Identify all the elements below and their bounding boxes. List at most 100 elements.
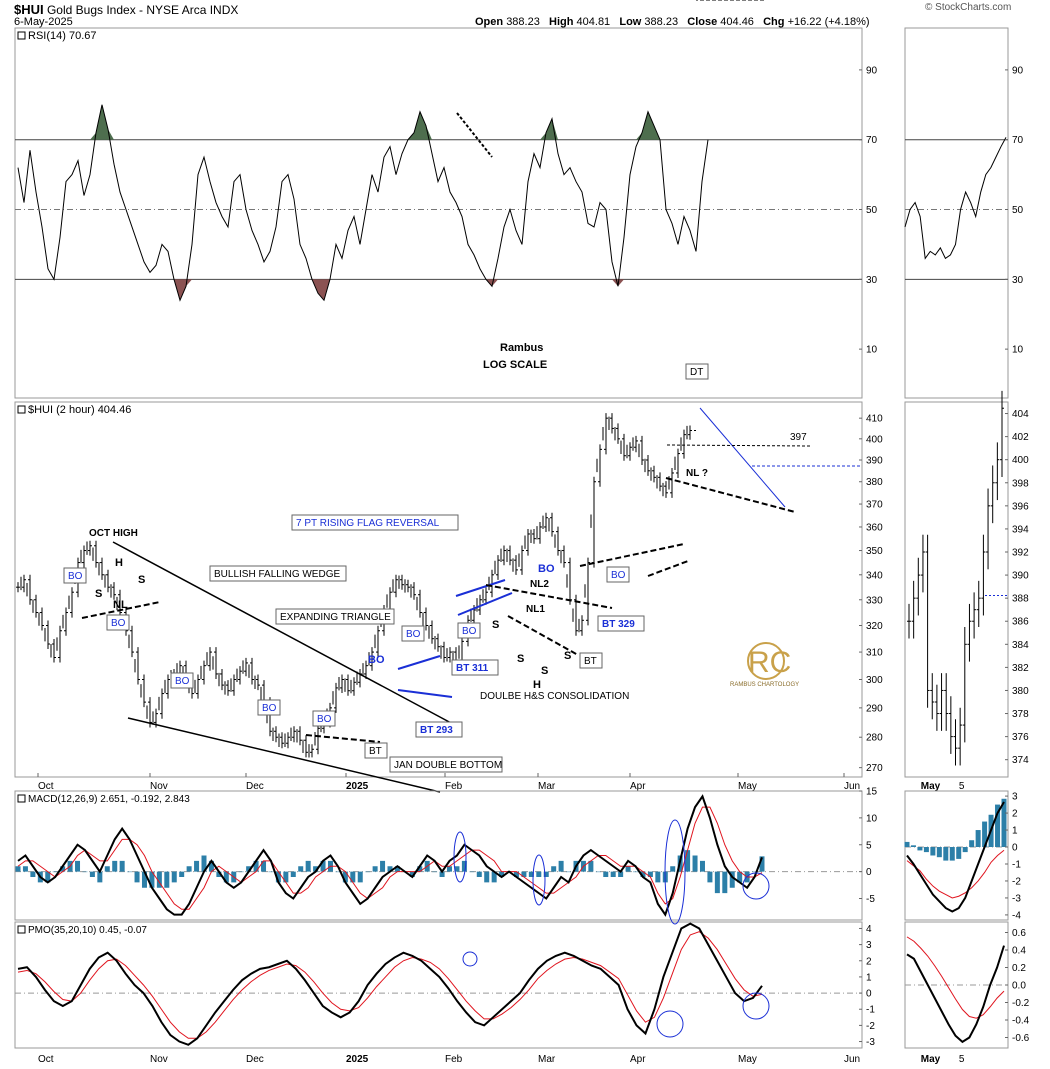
log-scale-annotation: LOG SCALE [483, 359, 547, 371]
price-zoom-axis-tick-label: 400 [1012, 455, 1029, 466]
price-panel-frame [14, 401, 863, 778]
price-axis-tick-label: 370 [866, 500, 883, 511]
pmo-signal-line [17, 931, 763, 1039]
price-x-label: Nov [150, 781, 168, 792]
price-zoom-axis-tick-label: 390 [1012, 571, 1029, 582]
annotation-box [389, 756, 503, 773]
macd-histogram-bar [685, 850, 691, 872]
price-axis-tick-label: 390 [866, 456, 883, 467]
pmo-highlight-circle [462, 951, 478, 967]
rsi-trendline [456, 112, 493, 158]
macd-highlight-circle [664, 819, 686, 925]
rsi-zoom-axis-tick-label: 70 [1012, 135, 1024, 146]
price-bars [16, 0, 764, 758]
bottom-x-label: Dec [246, 1054, 264, 1065]
rsi-overbought-fill [636, 132, 642, 140]
macd-zoom-axis-tick-label: -1 [1012, 859, 1021, 870]
macd-histogram-bar [141, 871, 147, 888]
annotation-label: NL ? [686, 468, 708, 479]
annotation-box [606, 566, 630, 583]
macd-zoom-histogram-bar [956, 847, 962, 859]
price-axis-tick-label: 400 [866, 434, 883, 445]
price-zoom-axis-tick-label: 388 [1012, 594, 1029, 605]
rsi-zoom-line [904, 137, 1007, 260]
annotation-label: BO [406, 629, 421, 640]
annotation-label: NL2 [530, 579, 549, 590]
price-axis-tick-label: 320 [866, 621, 883, 632]
macd-histogram-bar [171, 871, 177, 883]
macd-histogram-bar [194, 860, 200, 872]
annotation-label: 397 [790, 432, 807, 443]
macd-histogram-bar [298, 866, 304, 872]
macd-zoom-histogram-bar [943, 847, 949, 861]
consolidation-line [579, 543, 685, 567]
rsi-axis-tick-label: 10 [866, 345, 878, 356]
macd-histogram-bar [216, 871, 222, 877]
annotation-label: S [517, 653, 524, 665]
nl-neckline [665, 477, 796, 513]
price-zoom-axis-tick-label: 382 [1012, 663, 1029, 674]
pmo-legend-swatch [17, 925, 26, 934]
price-axis-tick-label: 270 [866, 763, 883, 774]
macd-frame [14, 790, 863, 921]
macd-highlight-circle [742, 872, 770, 900]
annotation-box [312, 710, 336, 727]
annotation-box [106, 614, 130, 631]
price-zoom-frame [904, 401, 1009, 778]
pmo-zoom-axis-tick-label: -0.2 [1012, 998, 1030, 1009]
ohlc-readout: Open 388.23 High 404.81 Low 388.23 Close… [475, 16, 870, 28]
price-x-label: Oct [38, 781, 54, 792]
macd-histogram-bar [558, 860, 564, 872]
macd-axis-tick-label: 5 [866, 840, 872, 851]
rsi-overbought-fill [102, 104, 108, 140]
macd-zoom-axis-tick-label: -2 [1012, 876, 1021, 887]
macd-histogram-bar [655, 871, 661, 883]
annotation-box [291, 514, 459, 531]
price-zoom-axis-tick-label: 392 [1012, 548, 1029, 559]
macd-histogram-bar [313, 866, 319, 872]
watermark-name: RAMBUS CHARTOLOGY [730, 682, 799, 688]
rsi-zoom-axis-tick-label: 30 [1012, 275, 1024, 286]
macd-histogram-bar [722, 871, 728, 894]
macd-histogram-bar [469, 871, 475, 873]
flag-upper-line [455, 579, 506, 597]
macd-histogram-bar [729, 871, 735, 888]
bottom-zoom-x-label: May [921, 1054, 941, 1065]
macd-histogram-bar [513, 871, 519, 877]
rsi-axis-tick-label: 90 [866, 65, 878, 76]
macd-zoom-histogram-bar [975, 830, 981, 848]
wedge-lower-line [127, 717, 441, 793]
annotation-label: NL1 [526, 604, 545, 615]
annotation-label: BT 311 [456, 663, 489, 674]
macd-histogram-bar [97, 871, 103, 883]
price-axis-tick-label: 380 [866, 477, 883, 488]
price-legend-swatch [17, 405, 26, 414]
price-x-label: May [738, 781, 757, 792]
macd-histogram-bar [387, 866, 393, 872]
rsi-axis-tick-label: 50 [866, 205, 878, 216]
macd-histogram-bar [588, 860, 594, 872]
nl1-neckline [507, 615, 579, 656]
price-zoom-x-label: 5 [959, 781, 965, 792]
chart-title: $HUI Gold Bugs Index - NYSE Arca INDX [14, 2, 239, 17]
macd-zoom-histogram-bar [910, 845, 916, 848]
price-axis-tick-label: 410 [866, 414, 883, 425]
pmo-frame [14, 921, 863, 1049]
price-x-label: Mar [538, 781, 556, 792]
macd-zoom-signal-line [906, 849, 1005, 899]
rsi-overbought-fill [654, 125, 660, 140]
macd-histogram-bar [528, 871, 534, 877]
macd-zoom-main-line [906, 801, 1005, 913]
macd-highlight-circle [453, 831, 467, 883]
macd-histogram-bar [737, 871, 743, 883]
macd-histogram-bar [149, 871, 155, 888]
macd-zoom-histogram-bar [930, 847, 936, 856]
macd-zoom-axis-tick-label: -4 [1012, 910, 1021, 921]
rsi-panel-frame [14, 27, 863, 399]
rsi-overbought-fill [420, 111, 426, 140]
annotation-label: BO [462, 626, 477, 637]
macd-histogram-bar [283, 871, 289, 883]
annotation-label: NL [113, 599, 128, 611]
annotation-label: OCT HIGH [89, 528, 138, 539]
